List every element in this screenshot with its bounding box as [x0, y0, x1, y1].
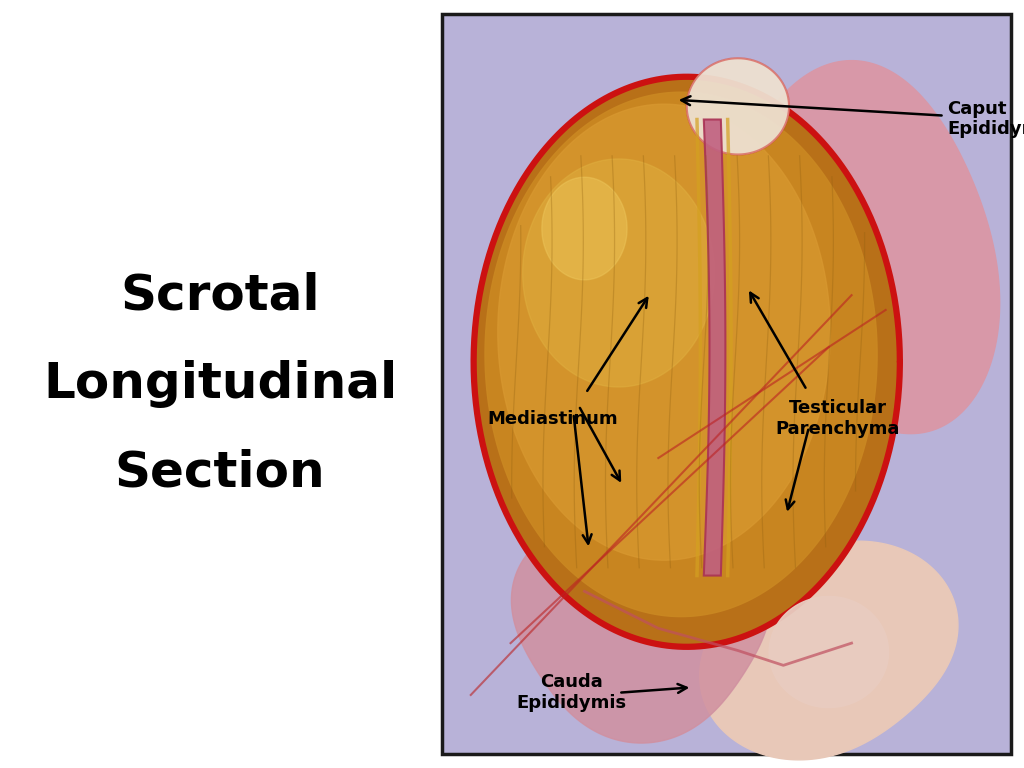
Text: Longitudinal: Longitudinal [43, 360, 397, 408]
Polygon shape [474, 77, 900, 647]
Polygon shape [769, 597, 889, 707]
Text: Section: Section [115, 449, 326, 496]
Text: Caput
Epididymis: Caput Epididymis [681, 96, 1024, 138]
Polygon shape [703, 120, 725, 575]
Text: Cauda
Epididymis: Cauda Epididymis [516, 674, 627, 712]
Polygon shape [699, 541, 957, 760]
Polygon shape [485, 92, 878, 617]
Text: Scrotal: Scrotal [121, 272, 319, 319]
Text: Testicular
Parenchyma: Testicular Parenchyma [775, 399, 900, 438]
Polygon shape [703, 61, 999, 434]
Polygon shape [498, 104, 830, 560]
Text: Mediastinum: Mediastinum [487, 409, 618, 428]
Polygon shape [522, 159, 715, 387]
Polygon shape [687, 58, 790, 154]
Bar [442, 14, 1011, 754]
Polygon shape [542, 177, 627, 280]
Polygon shape [511, 515, 771, 743]
